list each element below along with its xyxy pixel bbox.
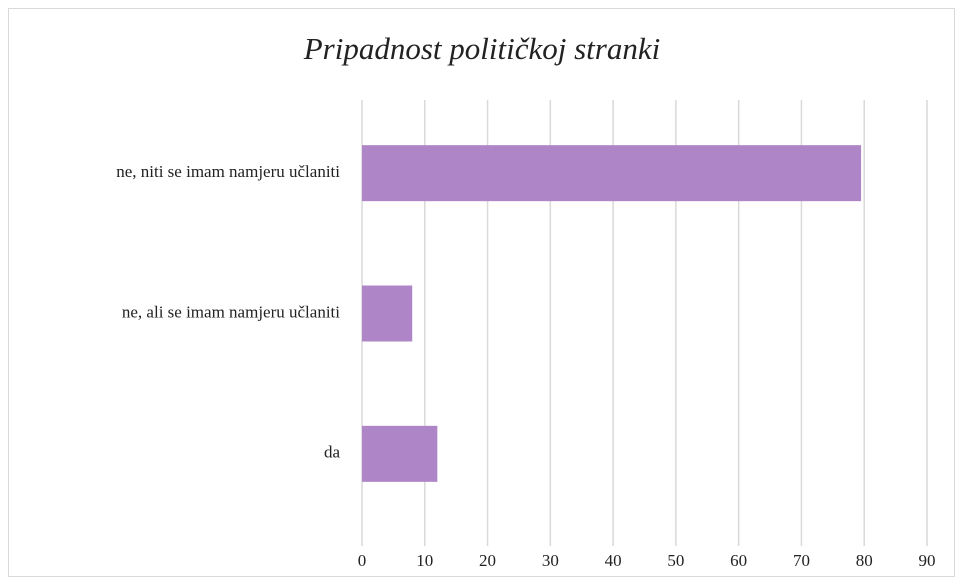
bar [362, 285, 413, 342]
bar [362, 145, 862, 202]
x-tick-label: 0 [358, 551, 367, 570]
x-tick-label: 50 [667, 551, 684, 570]
x-tick-label: 60 [730, 551, 747, 570]
x-tick-label: 30 [542, 551, 559, 570]
x-tick-label: 70 [793, 551, 810, 570]
y-tick-label: ne, niti se imam namjeru učlaniti [116, 162, 340, 181]
y-tick-label: da [324, 443, 341, 462]
x-tick-label: 20 [479, 551, 496, 570]
y-tick-label: ne, ali se imam namjeru učlaniti [122, 302, 340, 321]
x-tick-label: 90 [919, 551, 936, 570]
chart-border [8, 8, 955, 577]
x-tick-label: 40 [605, 551, 622, 570]
bar [362, 425, 438, 482]
x-tick-label: 10 [416, 551, 433, 570]
chart-title: Pripadnost političkoj stranki [303, 31, 661, 66]
x-tick-label: 80 [856, 551, 873, 570]
